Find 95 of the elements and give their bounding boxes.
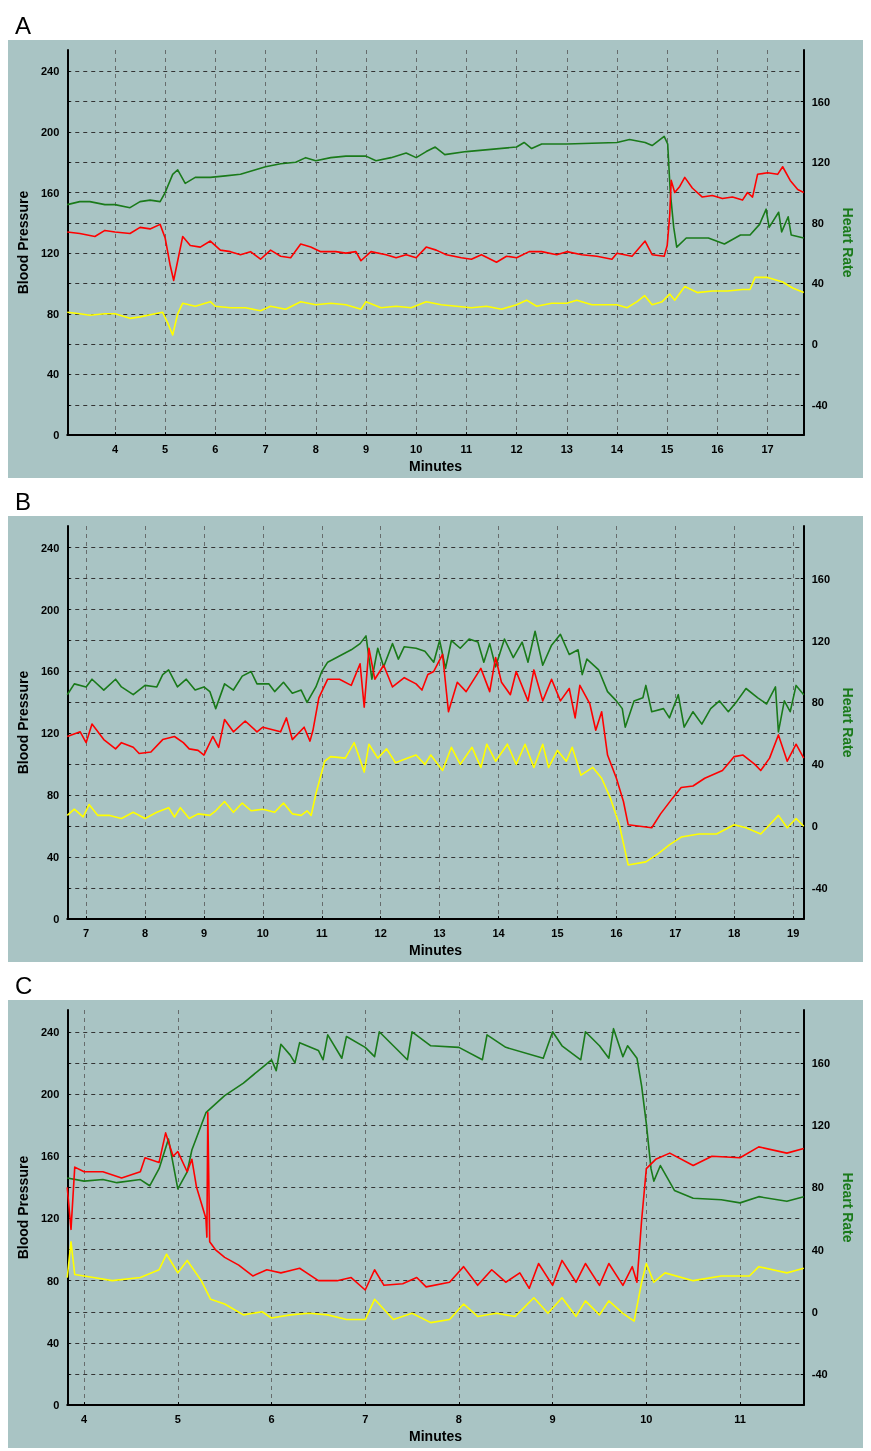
- chart-title: B: [15, 487, 32, 515]
- x-tick-label: 11: [734, 1412, 746, 1425]
- x-tick-label: 12: [374, 926, 387, 939]
- y2-tick-label: 120: [811, 1119, 831, 1132]
- x-tick-label: 14: [492, 926, 506, 939]
- x-tick-label: 19: [787, 926, 800, 939]
- x-tick-label: 9: [362, 442, 370, 455]
- y2-tick-label: 0: [811, 1305, 818, 1318]
- y2-tick-label: 80: [811, 696, 824, 709]
- line-series: [66, 1027, 805, 1204]
- x-tick-label: 4: [111, 442, 119, 455]
- y-tick-label: 0: [53, 913, 60, 926]
- y2-tick-label: 160: [811, 1056, 831, 1069]
- y-tick-label: 80: [47, 789, 60, 802]
- x-tick-label: 8: [312, 442, 319, 455]
- y2-tick-label: 120: [811, 634, 831, 647]
- x-tick-label: 17: [669, 926, 682, 939]
- x-tick-label: 9: [200, 926, 208, 939]
- y2-axis-title: Heart Rate: [840, 1172, 856, 1243]
- x-tick-label: 16: [711, 442, 724, 455]
- chart-title: A: [15, 11, 32, 39]
- x-tick-label: 11: [460, 442, 473, 455]
- x-axis-title: Minutes: [409, 1428, 463, 1444]
- y-tick-label: 120: [40, 247, 60, 260]
- y-tick-label: 80: [47, 1274, 60, 1287]
- line-series: [66, 741, 805, 866]
- y-axis-title: Blood Pressure: [15, 1155, 31, 1260]
- y-tick-label: 40: [47, 368, 60, 381]
- x-tick-label: 7: [262, 442, 269, 455]
- y2-tick-label: 0: [811, 338, 818, 351]
- x-tick-label: 13: [560, 442, 573, 455]
- y2-tick-label: 80: [811, 1181, 824, 1194]
- line-series: [66, 1111, 805, 1291]
- y2-axis-title: Heart Rate: [840, 687, 856, 758]
- x-tick-label: 11: [315, 926, 328, 939]
- y2-axis-title: Heart Rate: [840, 207, 856, 278]
- x-tick-label: 6: [268, 1412, 275, 1425]
- y-tick-label: 120: [40, 727, 60, 740]
- y-tick-label: 240: [40, 1025, 60, 1038]
- y2-tick-label: -40: [811, 882, 828, 895]
- x-tick-label: 7: [362, 1412, 369, 1425]
- y-tick-label: 160: [40, 1150, 60, 1163]
- x-tick-label: 16: [610, 926, 623, 939]
- y2-tick-label: 80: [811, 216, 824, 229]
- y-tick-label: 80: [47, 307, 60, 320]
- x-tick-label: 7: [83, 926, 90, 939]
- y2-tick-label: 40: [811, 277, 824, 290]
- y-axis-title: Blood Pressure: [15, 670, 31, 775]
- x-tick-label: 10: [410, 442, 423, 455]
- y2-tick-label: 0: [811, 820, 818, 833]
- x-tick-label: 17: [761, 442, 774, 455]
- x-tick-label: 8: [455, 1412, 462, 1425]
- y-tick-label: 40: [47, 1336, 60, 1349]
- y-tick-label: 240: [40, 65, 60, 78]
- y-tick-label: 200: [40, 603, 60, 616]
- y-tick-label: 120: [40, 1212, 60, 1225]
- y2-tick-label: 160: [811, 572, 831, 585]
- line-series: [66, 165, 805, 282]
- x-axis-title: Minutes: [409, 458, 463, 474]
- y-tick-label: 0: [53, 1399, 60, 1412]
- x-tick-label: 15: [551, 926, 564, 939]
- x-tick-label: 5: [162, 442, 169, 455]
- line-series: [66, 1240, 805, 1324]
- y-tick-label: 240: [40, 541, 60, 554]
- y-tick-label: 40: [47, 851, 60, 864]
- y-tick-label: 160: [40, 665, 60, 678]
- y-tick-label: 200: [40, 1088, 60, 1100]
- y2-tick-label: -40: [811, 1367, 828, 1380]
- y-tick-label: 200: [40, 125, 60, 138]
- y-tick-label: 160: [40, 186, 60, 199]
- y2-tick-label: -40: [811, 398, 828, 411]
- y2-tick-label: 40: [811, 1243, 824, 1256]
- x-tick-label: 9: [549, 1412, 556, 1425]
- x-tick-label: 10: [640, 1412, 653, 1425]
- x-tick-label: 13: [433, 926, 446, 939]
- line-series: [66, 630, 805, 733]
- x-tick-label: 4: [81, 1412, 89, 1425]
- x-tick-label: 14: [610, 442, 624, 455]
- x-tick-label: 6: [212, 442, 219, 455]
- y-tick-label: 0: [53, 429, 60, 442]
- x-tick-label: 15: [661, 442, 674, 455]
- line-series: [66, 135, 805, 248]
- x-tick-label: 18: [728, 926, 741, 939]
- chart-title: C: [15, 971, 33, 999]
- x-axis-title: Minutes: [409, 942, 463, 958]
- x-tick-label: 12: [510, 442, 523, 455]
- y2-tick-label: 120: [811, 156, 831, 169]
- x-tick-label: 10: [256, 926, 269, 939]
- x-tick-label: 8: [141, 926, 149, 939]
- y2-tick-label: 40: [811, 758, 824, 771]
- line-series: [66, 647, 805, 829]
- y2-tick-label: 160: [811, 95, 831, 108]
- y-axis-title: Blood Pressure: [15, 190, 31, 295]
- line-series: [66, 276, 805, 336]
- x-tick-label: 5: [174, 1412, 181, 1425]
